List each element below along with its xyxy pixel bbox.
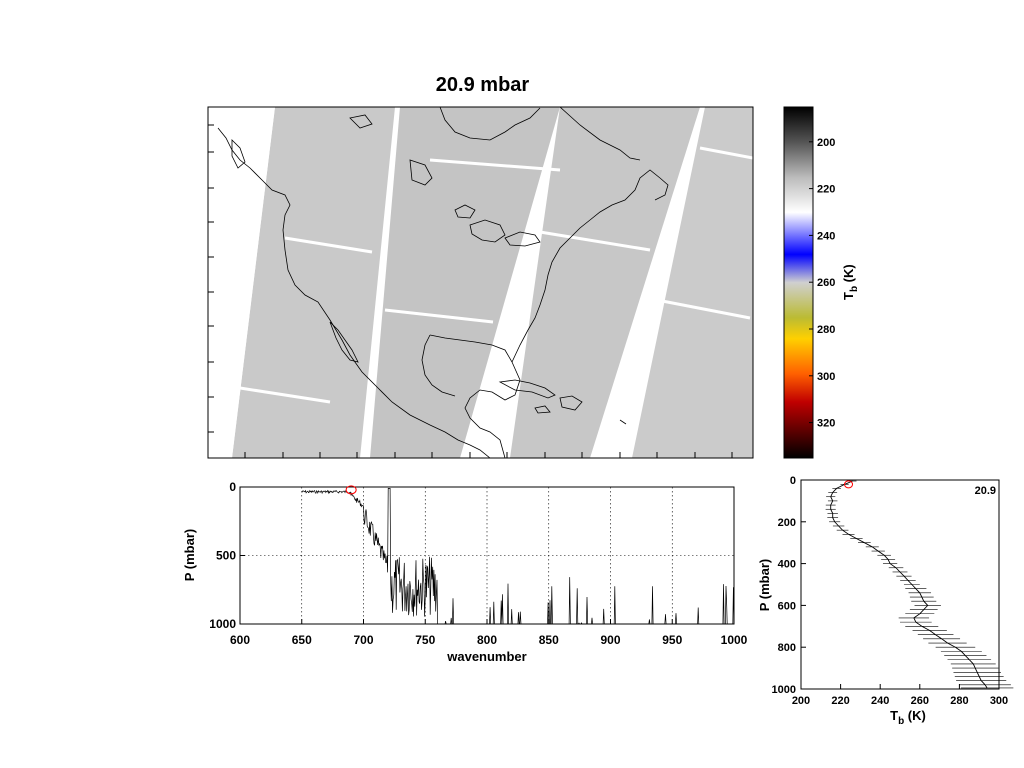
labrador	[559, 107, 641, 161]
map-ticks	[208, 124, 733, 458]
swath-2	[370, 107, 560, 458]
colorbar: 200 220 240 260 280 300 320 Tb (K)	[783, 106, 860, 459]
island-4	[619, 419, 627, 425]
profile-ytick-label: 1000	[772, 684, 796, 696]
swath-3	[510, 107, 700, 458]
map-panel	[207, 106, 754, 459]
great-lakes	[469, 219, 506, 243]
island-2	[231, 139, 246, 169]
colorbar-tick-label: 320	[817, 418, 835, 430]
spectrum-xtick-label: 600	[230, 633, 250, 647]
gulf-coast	[429, 334, 521, 458]
profile-ylabel: P (mbar)	[757, 559, 772, 612]
spectrum-xtick-label: 700	[353, 633, 373, 647]
swath-1	[232, 107, 395, 458]
coastlines	[217, 107, 669, 458]
colorbar-tick-label: 300	[817, 371, 835, 383]
scanline-gap	[284, 236, 373, 254]
profile-ytick-label: 800	[778, 642, 796, 654]
scanline-gap	[656, 298, 751, 320]
profile-xtick-label: 300	[990, 695, 1008, 707]
baja-california	[329, 321, 359, 363]
island-1	[409, 159, 433, 186]
profile-xlabel: Tb (K)	[890, 708, 926, 727]
lake-superior	[454, 204, 476, 219]
spectrum-panel: 600 650 700 750 800 850 900 950 1000 0 500 1000 wav…	[182, 480, 748, 664]
map-swaths	[208, 107, 753, 458]
profile-ticks: 200 220 240 260 280 300 0 200 400 600 800 1000	[772, 475, 1009, 707]
spectrum-xlabel: wavenumber	[446, 649, 526, 664]
colorbar-gradient	[783, 106, 814, 459]
spectrum-xtick-label: 900	[600, 633, 620, 647]
spectrum-xtick-label: 650	[292, 633, 312, 647]
scanline-gap	[429, 158, 561, 172]
profile-xtick-label: 260	[911, 695, 929, 707]
hispaniola	[559, 395, 583, 411]
profile-xtick-label: 220	[831, 695, 849, 707]
lake-erie	[504, 231, 541, 247]
spectrum-xtick-label: 950	[662, 633, 682, 647]
spectrum-xtick-label: 1000	[721, 633, 748, 647]
colorbar-label: Tb (K)	[841, 264, 860, 300]
island-3	[349, 114, 373, 129]
profile-annotation: 20.9	[975, 485, 996, 497]
chart-title: 20.9 mbar	[435, 74, 530, 96]
spectrum-xtick-label: 800	[477, 633, 497, 647]
profile-line	[830, 480, 988, 689]
spectrum-xtick-label: 750	[415, 633, 435, 647]
swath-4	[632, 107, 753, 458]
spectrum-ytick-label: 1000	[209, 617, 236, 631]
hudson-bay-south	[439, 107, 541, 141]
spectrum-ytick-label: 500	[216, 549, 236, 563]
scanline-gap	[384, 308, 494, 324]
spectrum-marker	[345, 485, 357, 495]
profile-ytick-label: 400	[778, 559, 796, 571]
profile-ytick-label: 0	[790, 475, 796, 487]
profile-panel: 200 220 240 260 280 300 0 200 400 600 800 1000 20.9…	[757, 475, 1014, 727]
profile-ytick-label: 200	[778, 517, 796, 529]
spectrum-grid	[240, 487, 734, 624]
scanline-gap	[539, 230, 651, 252]
colorbar-tick-label: 220	[817, 184, 835, 196]
scanline-gap	[239, 386, 331, 404]
spectrum-ytick-label: 0	[229, 480, 236, 494]
profile-xtick-label: 240	[871, 695, 889, 707]
profile-xtick-label: 200	[792, 695, 810, 707]
profile-marker	[844, 480, 854, 489]
cuba	[498, 379, 556, 399]
colorbar-ticks: 200 220 240 260 280 300 320	[809, 137, 835, 430]
colorbar-tick-label: 280	[817, 324, 835, 336]
colorbar-tick-label: 200	[817, 137, 835, 149]
profile-xtick-label: 280	[950, 695, 968, 707]
east-coast	[511, 169, 669, 363]
colorbar-tick-label: 240	[817, 230, 835, 242]
west-coast	[217, 127, 491, 458]
scanline-gap	[699, 146, 753, 160]
colorbar-tick-label: 260	[817, 277, 835, 289]
profile-frame	[800, 479, 1000, 690]
spectrum-ylabel: P (mbar)	[182, 529, 197, 582]
spectrum-ticks: 600 650 700 750 800 850 900 950 1000 0 500 1000	[209, 480, 747, 647]
jamaica	[534, 405, 551, 414]
map-frame	[207, 106, 754, 459]
mexico-gulf	[421, 334, 456, 397]
spectrum-xtick-label: 850	[539, 633, 559, 647]
swath-gap-0	[208, 107, 275, 458]
spectrum-line	[301, 488, 735, 625]
profile-ytick-label: 600	[778, 600, 796, 612]
